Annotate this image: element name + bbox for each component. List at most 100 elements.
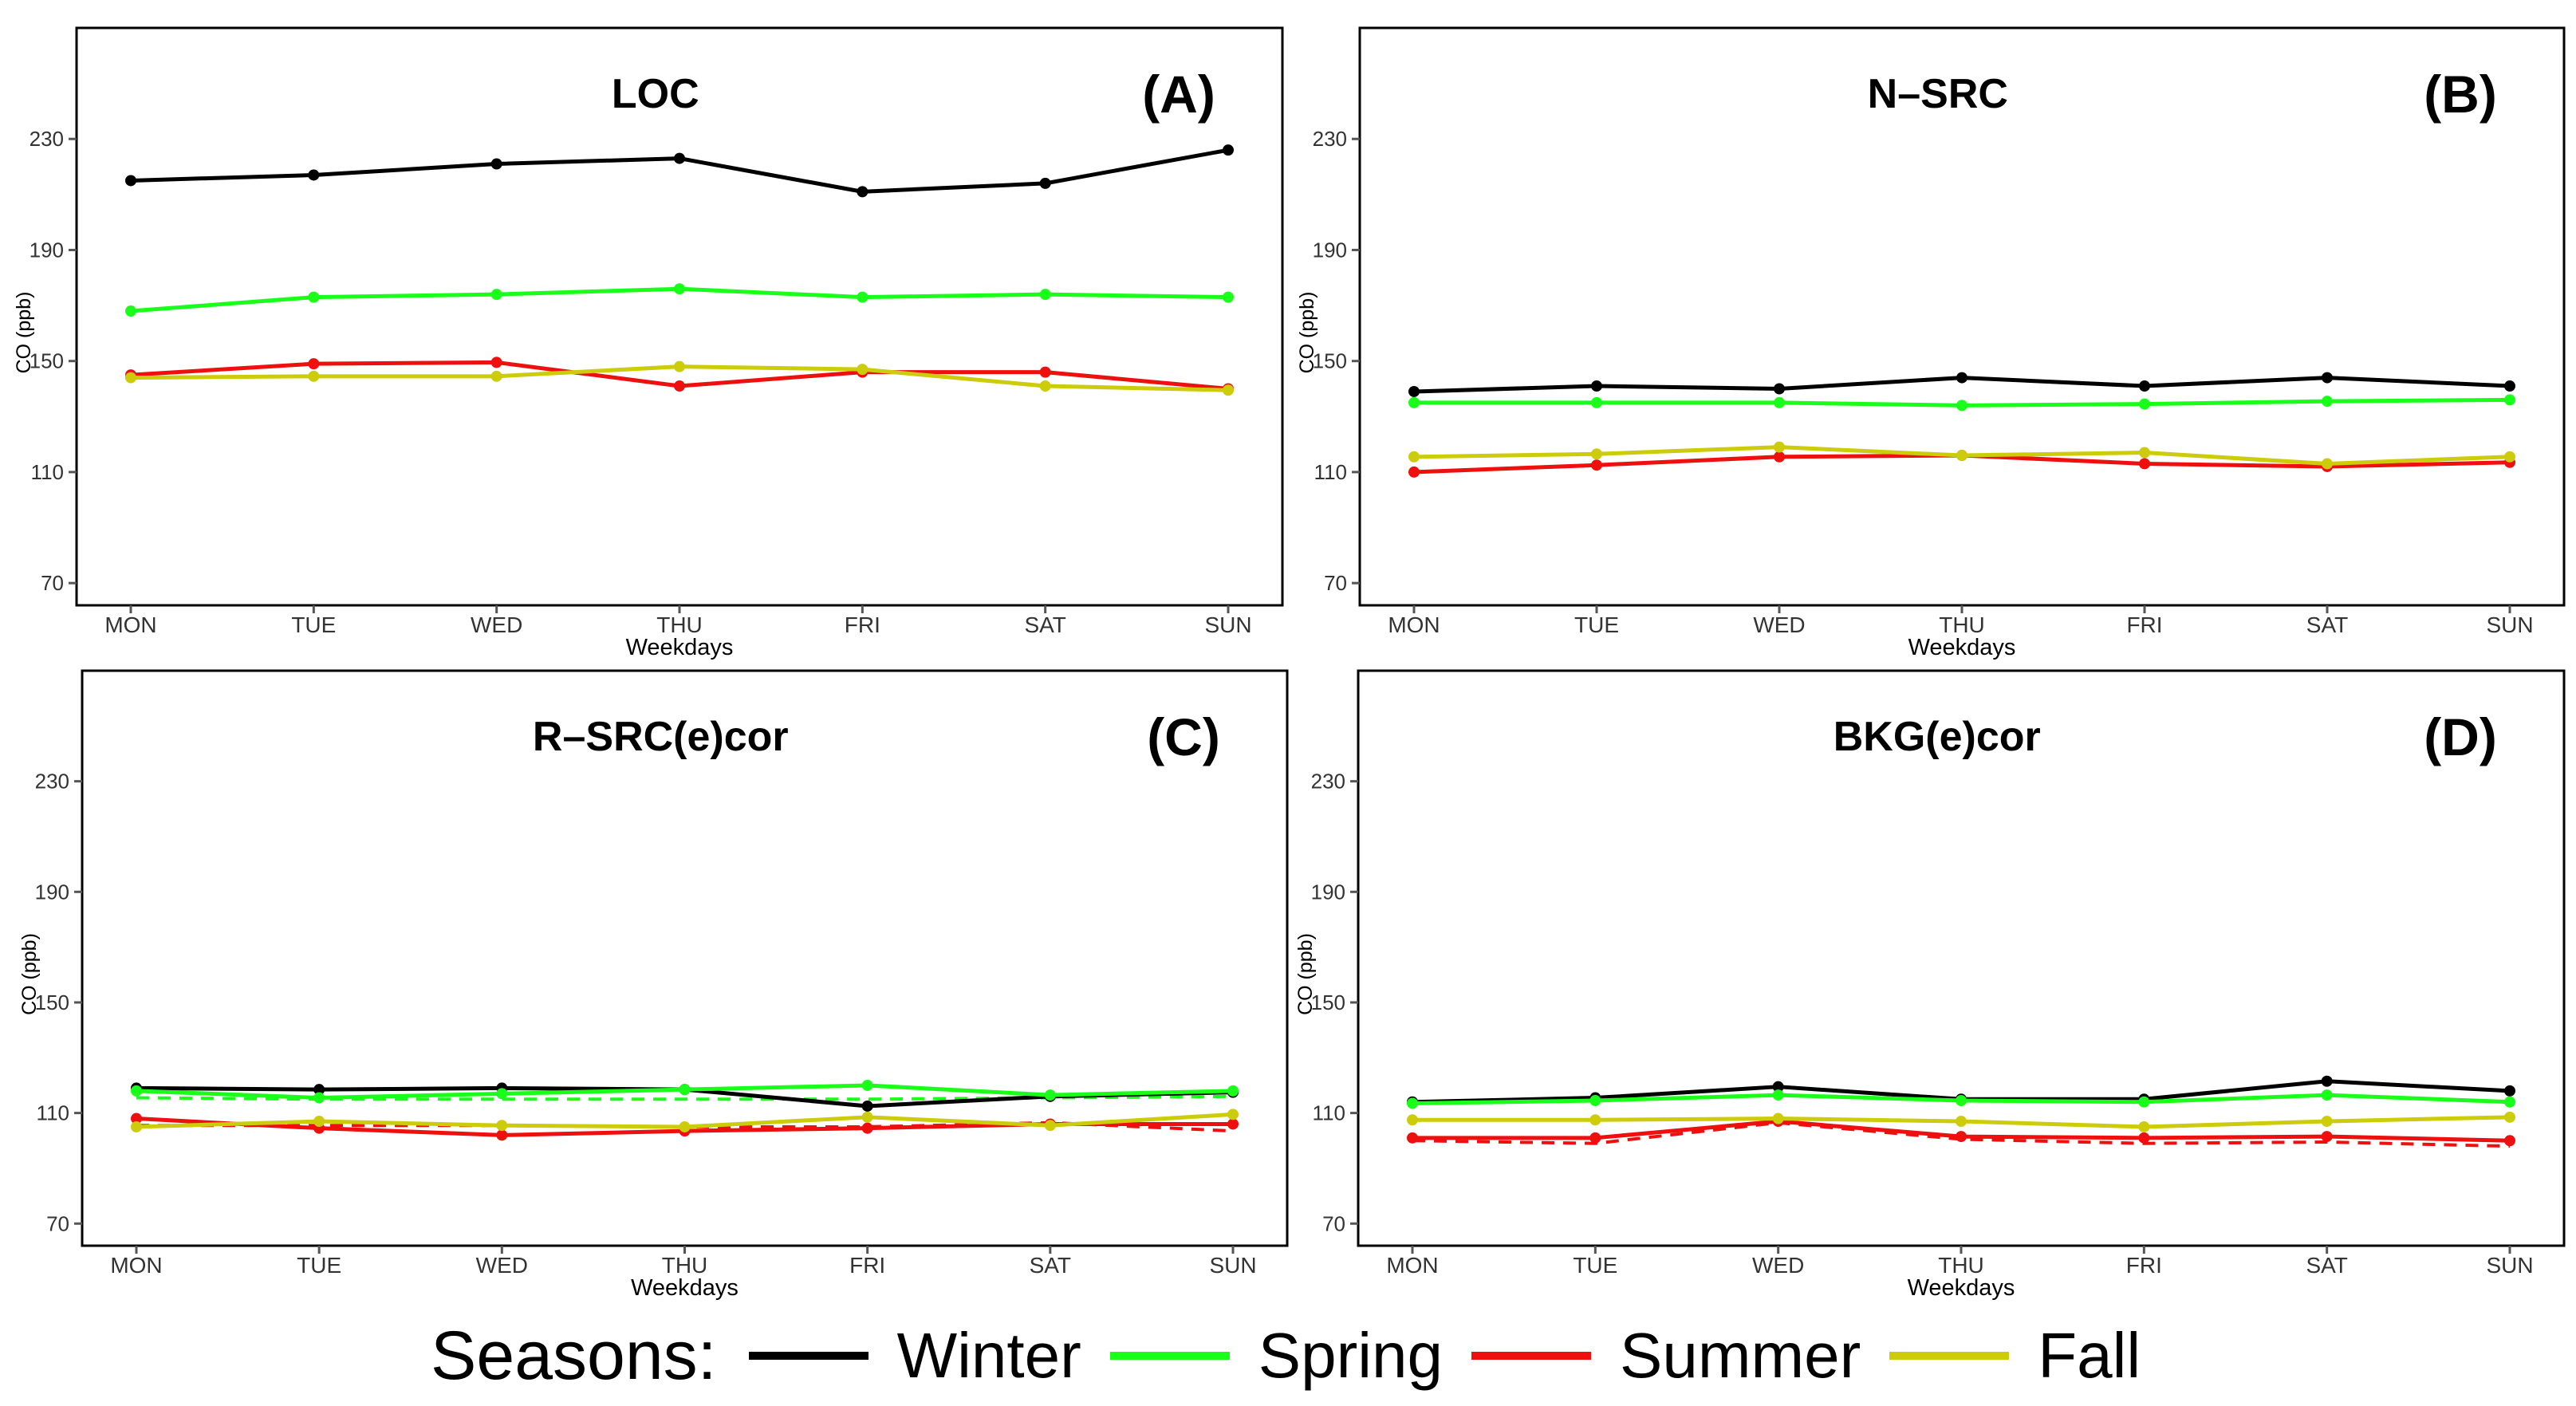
point-winter-sun xyxy=(1223,144,1234,156)
legend-item-summer: Summer xyxy=(1471,1319,1861,1392)
point-winter-mon xyxy=(125,175,136,187)
legend-line-winter xyxy=(748,1352,869,1360)
y-tick-label: 190 xyxy=(1313,238,1347,262)
point-fall-wed xyxy=(1774,441,1785,453)
point-winter-wed xyxy=(490,158,502,170)
x-axis-label: Weekdays xyxy=(1908,635,2016,660)
x-tick-label-thu: THU xyxy=(1938,1253,1984,1278)
legend-item-spring: Spring xyxy=(1109,1319,1443,1392)
point-fall-fri xyxy=(857,364,869,376)
x-tick-label-sat: SAT xyxy=(1024,612,1065,637)
point-summer-mon xyxy=(131,1113,142,1124)
point-summer-fri xyxy=(2138,1132,2150,1144)
x-tick-label-sat: SAT xyxy=(2306,1253,2347,1278)
x-tick-label-thu: THU xyxy=(1939,612,1985,637)
point-fall-tue xyxy=(1591,448,1602,460)
panel-label: (A) xyxy=(1142,65,1215,124)
y-tick-label: 230 xyxy=(1313,127,1347,151)
point-summer-mon xyxy=(1408,466,1420,478)
y-tick-label: 70 xyxy=(1322,1211,1345,1235)
legend-title: Seasons: xyxy=(431,1317,717,1394)
chart-title: LOC xyxy=(612,71,699,117)
legend-label-summer: Summer xyxy=(1619,1320,1861,1391)
x-tick-label-tue: TUE xyxy=(1573,1253,1617,1278)
legend-label-fall: Fall xyxy=(2038,1320,2141,1391)
x-tick-label-fri: FRI xyxy=(845,612,880,637)
panel-c-r-src-ecor: 70 110 150 190 230 MON TUE WED THU FRI SAT SUN Weekd… xyxy=(0,646,1289,1301)
y-tick-label: 150 xyxy=(35,991,69,1014)
panel-d-bkg-ecor: 70 110 150 190 230 MON TUE WED THU FRI SAT SUN Weekd… xyxy=(1288,646,2576,1301)
point-winter-fri xyxy=(857,186,869,198)
y-tick-label: 110 xyxy=(37,1101,69,1125)
point-spring-sat xyxy=(1039,289,1051,301)
point-summer-sat xyxy=(1039,366,1051,378)
x-axis-label: Weekdays xyxy=(631,1275,739,1301)
y-axis-label: CO (ppb) xyxy=(1294,933,1317,1015)
y-tick-label: 230 xyxy=(1311,770,1345,794)
point-fall-thu xyxy=(679,1120,691,1132)
x-tick-label-thu: THU xyxy=(656,612,703,637)
point-spring-tue xyxy=(313,1092,325,1104)
point-spring-sat xyxy=(2322,396,2333,408)
point-fall-mon xyxy=(125,372,136,384)
point-spring-thu xyxy=(674,283,685,295)
point-winter-mon xyxy=(1408,385,1420,397)
x-tick-label-sun: SUN xyxy=(2486,612,2533,637)
point-spring-mon xyxy=(1407,1097,1418,1109)
point-summer-fri xyxy=(2139,458,2150,470)
point-fall-sat xyxy=(1039,380,1051,392)
chart-title: BKG(e)cor xyxy=(1834,714,2041,760)
point-winter-sun xyxy=(2504,1085,2515,1097)
y-tick-label: 70 xyxy=(46,1211,69,1235)
legend-item-winter: Winter xyxy=(748,1319,1081,1392)
y-axis-label: CO (ppb) xyxy=(13,292,35,374)
point-winter-wed xyxy=(1772,1081,1784,1093)
point-fall-sun xyxy=(2504,1111,2515,1123)
x-tick-label-sun: SUN xyxy=(2486,1253,2533,1278)
point-winter-tue xyxy=(1591,380,1602,392)
point-spring-wed xyxy=(1774,396,1785,408)
chart-svg: 70 110 150 190 230 MON TUE WED THU FRI SAT SUN Weekd… xyxy=(1294,669,2566,1301)
y-tick-label: 230 xyxy=(35,770,69,794)
x-tick-label-tue: TUE xyxy=(297,1253,341,1278)
y-axis-label: CO (ppb) xyxy=(1296,292,1318,374)
chart-title: R–SRC(e)cor xyxy=(533,714,789,760)
point-fall-wed xyxy=(490,370,502,382)
point-summer-sun xyxy=(2504,1135,2515,1147)
point-fall-wed xyxy=(496,1120,508,1132)
panel-label: (B) xyxy=(2424,65,2497,124)
point-winter-fri xyxy=(861,1100,873,1112)
point-fall-tue xyxy=(313,1116,325,1128)
point-fall-fri xyxy=(2138,1120,2150,1132)
point-spring-fri xyxy=(857,291,869,303)
point-spring-sun xyxy=(1227,1085,1239,1097)
y-axis-label: CO (ppb) xyxy=(18,933,41,1015)
x-tick-label-sun: SUN xyxy=(1209,1253,1256,1278)
x-tick-label-wed: WED xyxy=(1753,612,1805,637)
panel-label: (D) xyxy=(2424,707,2497,766)
legend-item-fall: Fall xyxy=(1889,1319,2141,1392)
point-spring-wed xyxy=(1772,1089,1784,1101)
point-spring-fri xyxy=(861,1079,873,1091)
point-spring-mon xyxy=(1408,396,1420,408)
point-fall-wed xyxy=(1772,1113,1784,1124)
point-summer-wed xyxy=(490,356,502,368)
panel-b-n-src: 70 110 150 190 230 MON TUE WED THU FRI SAT SUN Weekd… xyxy=(1288,0,2576,660)
y-tick-label: 110 xyxy=(31,460,64,484)
point-fall-fri xyxy=(2139,447,2150,459)
y-tick-label: 150 xyxy=(1311,991,1345,1014)
point-summer-thu xyxy=(674,380,685,392)
panel-label: (C) xyxy=(1147,707,1220,766)
y-tick-label: 230 xyxy=(30,127,64,151)
y-tick-label: 110 xyxy=(1313,1101,1345,1125)
legend-label-spring: Spring xyxy=(1258,1320,1443,1391)
x-tick-label-mon: MON xyxy=(1388,612,1440,637)
point-summer-wed xyxy=(1774,451,1785,463)
y-tick-label: 150 xyxy=(1313,349,1347,373)
point-winter-thu xyxy=(674,152,685,164)
chart-svg: 70 110 150 190 230 MON TUE WED THU FRI SAT SUN Weekd… xyxy=(13,26,1284,660)
y-tick-label: 190 xyxy=(30,238,64,262)
y-tick-label: 190 xyxy=(35,880,69,904)
chart-svg: 70 110 150 190 230 MON TUE WED THU FRI SAT SUN Weekd… xyxy=(18,669,1289,1301)
y-tick-label: 110 xyxy=(1314,460,1347,484)
